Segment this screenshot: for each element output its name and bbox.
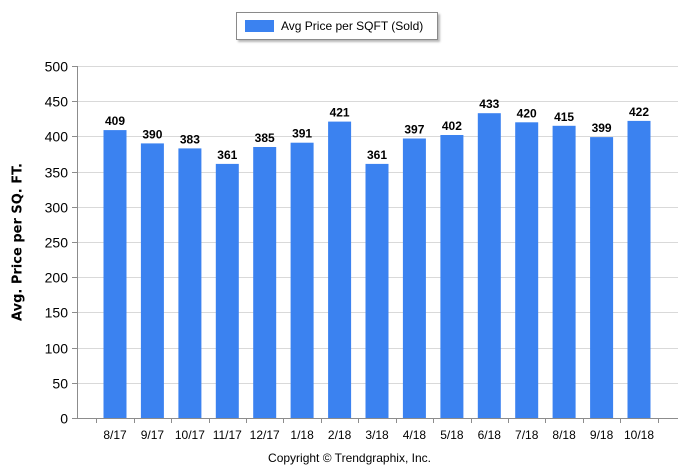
y-tick-label: 100 bbox=[45, 341, 69, 357]
data-label: 390 bbox=[142, 127, 162, 141]
bar-1/18 bbox=[290, 142, 314, 418]
y-tick-label: 250 bbox=[45, 235, 69, 251]
x-tick-label: 1/18 bbox=[290, 428, 314, 442]
x-tick-label: 4/18 bbox=[403, 428, 427, 442]
bar-2/18 bbox=[328, 121, 352, 418]
x-tick-label: 6/18 bbox=[478, 428, 502, 442]
bar-8/17 bbox=[103, 130, 127, 418]
y-tick-label: 200 bbox=[45, 270, 69, 286]
bar-5/18 bbox=[440, 135, 464, 418]
x-tick-label: 10/18 bbox=[624, 428, 654, 442]
y-tick-label: 350 bbox=[45, 165, 69, 181]
y-tick-label: 150 bbox=[45, 305, 69, 321]
y-tick-label: 400 bbox=[45, 129, 69, 145]
data-label: 361 bbox=[217, 148, 237, 162]
x-tick-label: 11/17 bbox=[213, 428, 242, 442]
bar-3/18 bbox=[365, 163, 389, 418]
y-tick-label: 300 bbox=[45, 200, 69, 216]
bar-7/18 bbox=[515, 122, 539, 419]
data-label: 397 bbox=[404, 123, 424, 137]
bar-9/17 bbox=[140, 143, 164, 418]
x-tick-label: 8/18 bbox=[552, 428, 576, 442]
bar-4/18 bbox=[402, 138, 426, 418]
data-label: 415 bbox=[554, 110, 574, 124]
y-tick-label: 0 bbox=[60, 411, 68, 427]
data-label: 383 bbox=[180, 132, 200, 146]
x-tick-label: 3/18 bbox=[365, 428, 389, 442]
copyright-text: Copyright © Trendgraphix, Inc. bbox=[268, 451, 431, 465]
x-tick-label: 2/18 bbox=[328, 428, 352, 442]
bar-9/18 bbox=[590, 137, 614, 418]
x-tick-label: 12/17 bbox=[250, 428, 280, 442]
data-label: 420 bbox=[517, 106, 537, 120]
data-label: 399 bbox=[592, 121, 612, 135]
data-label: 433 bbox=[479, 97, 499, 111]
bar-12/17 bbox=[253, 147, 277, 418]
data-label: 402 bbox=[442, 119, 462, 133]
x-tick-label: 5/18 bbox=[440, 428, 464, 442]
y-tick-label: 50 bbox=[52, 376, 68, 392]
y-tick-label: 500 bbox=[45, 59, 69, 75]
bar-10/17 bbox=[178, 148, 202, 418]
data-label: 422 bbox=[629, 105, 649, 119]
x-tick-label: 9/17 bbox=[141, 428, 165, 442]
legend-swatch bbox=[245, 20, 274, 32]
data-label: 361 bbox=[367, 148, 387, 162]
x-tick-label: 8/17 bbox=[103, 428, 127, 442]
data-label: 421 bbox=[330, 106, 350, 120]
data-label: 385 bbox=[255, 131, 275, 145]
bar-8/18 bbox=[552, 125, 576, 419]
x-tick-label: 9/18 bbox=[590, 428, 614, 442]
bar-11/17 bbox=[215, 163, 239, 418]
x-tick-label: 10/17 bbox=[175, 428, 205, 442]
y-tick-label: 450 bbox=[45, 94, 69, 110]
bar-6/18 bbox=[477, 113, 501, 418]
data-label: 391 bbox=[292, 127, 312, 141]
legend-label: Avg Price per SQFT (Sold) bbox=[281, 19, 424, 33]
bar-10/18 bbox=[627, 120, 651, 419]
data-label: 409 bbox=[105, 114, 125, 128]
legend: Avg Price per SQFT (Sold) bbox=[236, 12, 438, 40]
x-tick-label: 7/18 bbox=[515, 428, 539, 442]
